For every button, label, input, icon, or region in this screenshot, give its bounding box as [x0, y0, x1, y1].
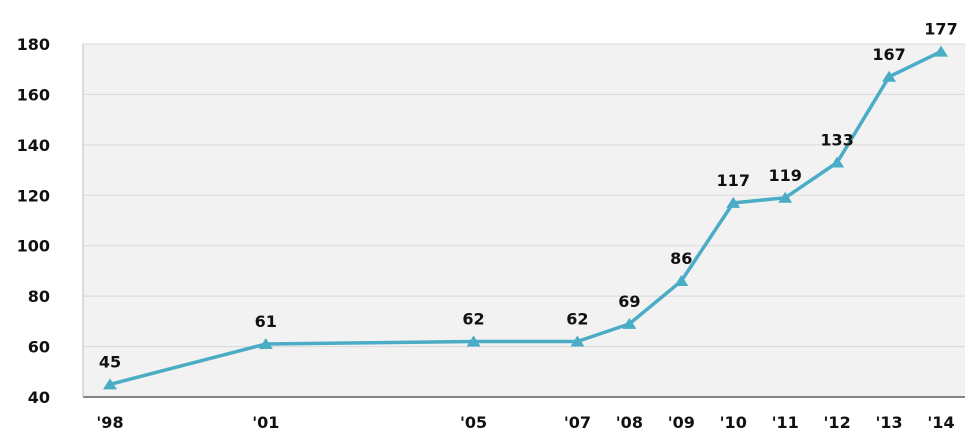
plot-area — [83, 44, 965, 397]
y-tick-label: 160 — [17, 85, 50, 104]
data-label: 119 — [768, 166, 801, 185]
x-tick-label: '01 — [252, 413, 279, 432]
data-point-marker — [882, 70, 897, 82]
data-point-marker — [726, 196, 741, 208]
x-tick-label: '10 — [720, 413, 747, 432]
data-label: 177 — [924, 20, 957, 39]
y-tick-label: 40 — [28, 388, 50, 407]
data-label: 45 — [99, 352, 121, 371]
data-label: 117 — [717, 171, 750, 190]
y-tick-label: 60 — [28, 338, 50, 357]
data-label: 133 — [820, 131, 853, 150]
data-point-marker — [570, 335, 585, 347]
y-tick-label: 100 — [17, 237, 50, 256]
data-label: 167 — [872, 45, 905, 64]
y-axis-ticks: 40 60 80 100 120 140 160 180 — [17, 35, 50, 407]
data-point-marker — [622, 317, 637, 329]
data-point-marker — [830, 156, 845, 168]
x-tick-label: '13 — [875, 413, 902, 432]
data-point-marker — [934, 45, 948, 57]
data-point-marker — [674, 275, 689, 287]
data-label: 62 — [462, 310, 484, 329]
data-label: 86 — [670, 249, 692, 268]
y-tick-label: 80 — [28, 287, 50, 306]
x-tick-label: '05 — [460, 413, 487, 432]
y-tick-label: 140 — [17, 136, 50, 155]
x-tick-label: '09 — [668, 413, 695, 432]
data-labels: 45 61 62 62 69 86 117 119 133 167 177 — [99, 20, 958, 372]
series-group — [103, 45, 948, 390]
data-point-marker — [103, 378, 117, 390]
x-tick-label: '12 — [824, 413, 851, 432]
data-point-marker — [466, 335, 481, 347]
x-tick-label: '14 — [927, 413, 954, 432]
data-label: 62 — [566, 310, 588, 329]
x-tick-label: '11 — [772, 413, 799, 432]
gridlines — [82, 43, 965, 398]
x-tick-label: '08 — [616, 413, 643, 432]
x-tick-label: '07 — [564, 413, 591, 432]
y-tick-label: 120 — [17, 186, 50, 205]
data-point-marker — [778, 191, 793, 203]
x-axis-ticks: '98 '01 '05 '07 '08 '09 '10 '11 '12 '13 '14 — [96, 413, 954, 432]
x-tick-label: '98 — [96, 413, 123, 432]
y-tick-label: 180 — [17, 35, 50, 54]
data-label: 69 — [618, 292, 640, 311]
data-point-marker — [258, 338, 273, 350]
data-label: 61 — [255, 312, 277, 331]
